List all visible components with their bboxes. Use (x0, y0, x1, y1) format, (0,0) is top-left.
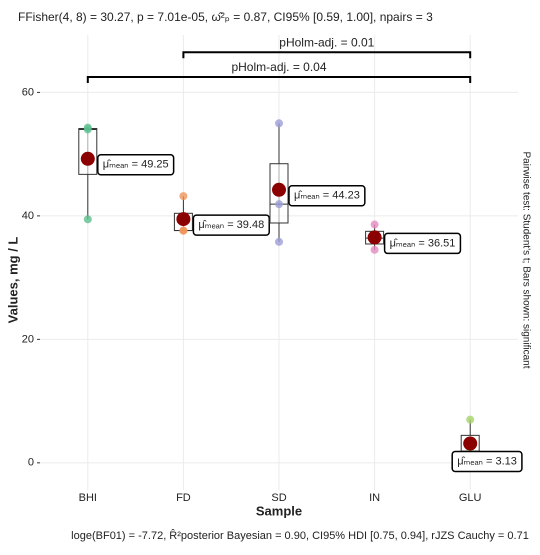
point (275, 200, 283, 209)
significance-bar (86, 75, 472, 83)
side-note: Pairwise test: Student's t; Bars shown: … (520, 151, 531, 368)
label-box (97, 154, 175, 176)
mean-label: μ̂ₘₑₐₙ = 44.23 (294, 190, 360, 202)
label-box (451, 450, 523, 473)
label-box (288, 185, 366, 207)
x-tick-label: IN (369, 492, 380, 504)
mean-dot (176, 212, 191, 227)
caption: loge(BF01) = -7.72, R̂²posterior Bayesia… (71, 528, 529, 542)
y-tick-label: 40 (22, 210, 34, 222)
point (83, 215, 92, 224)
x-tick-label: SD (271, 492, 286, 504)
y-tick-label: 0 (28, 457, 34, 469)
mean-label: μ̂ₘₑₐₙ = 39.48 (198, 219, 264, 231)
point (275, 237, 283, 246)
significance-bar (182, 51, 472, 59)
mean-dot (463, 436, 478, 451)
x-tick-label: FD (176, 492, 191, 504)
significance-label: pHolm-adj. = 0.01 (279, 35, 374, 49)
point (466, 415, 475, 424)
mean-label: μ̂ₘₑₐₙ = 3.13 (457, 455, 517, 467)
x-tick-label: GLU (459, 492, 482, 504)
label-box (192, 214, 270, 236)
mean-label: μ̂ₘₑₐₙ = 36.51 (390, 237, 456, 249)
point (179, 192, 188, 201)
box (78, 128, 98, 175)
point (275, 119, 283, 128)
y-tick-label: 60 (22, 86, 34, 98)
mean-label: μ̂ₘₑₐₙ = 49.25 (103, 159, 169, 171)
mean-dot (80, 151, 95, 166)
x-axis-label: Sample (256, 503, 302, 518)
point (370, 245, 379, 254)
point (83, 125, 92, 134)
point (179, 226, 188, 235)
significance-label: pHolm-adj. = 0.04 (231, 60, 326, 74)
label-box (383, 232, 462, 255)
x-tick-label: BHI (79, 492, 97, 504)
chart-title: FFisher(4, 8) = 30.27, p = 7.01e-05, ω̂²… (18, 10, 433, 24)
y-axis-label: Values, mg / L (5, 237, 20, 324)
y-tick-label: 20 (22, 333, 34, 345)
mean-dot (367, 230, 382, 245)
mean-dot (272, 182, 286, 197)
point (370, 220, 379, 229)
